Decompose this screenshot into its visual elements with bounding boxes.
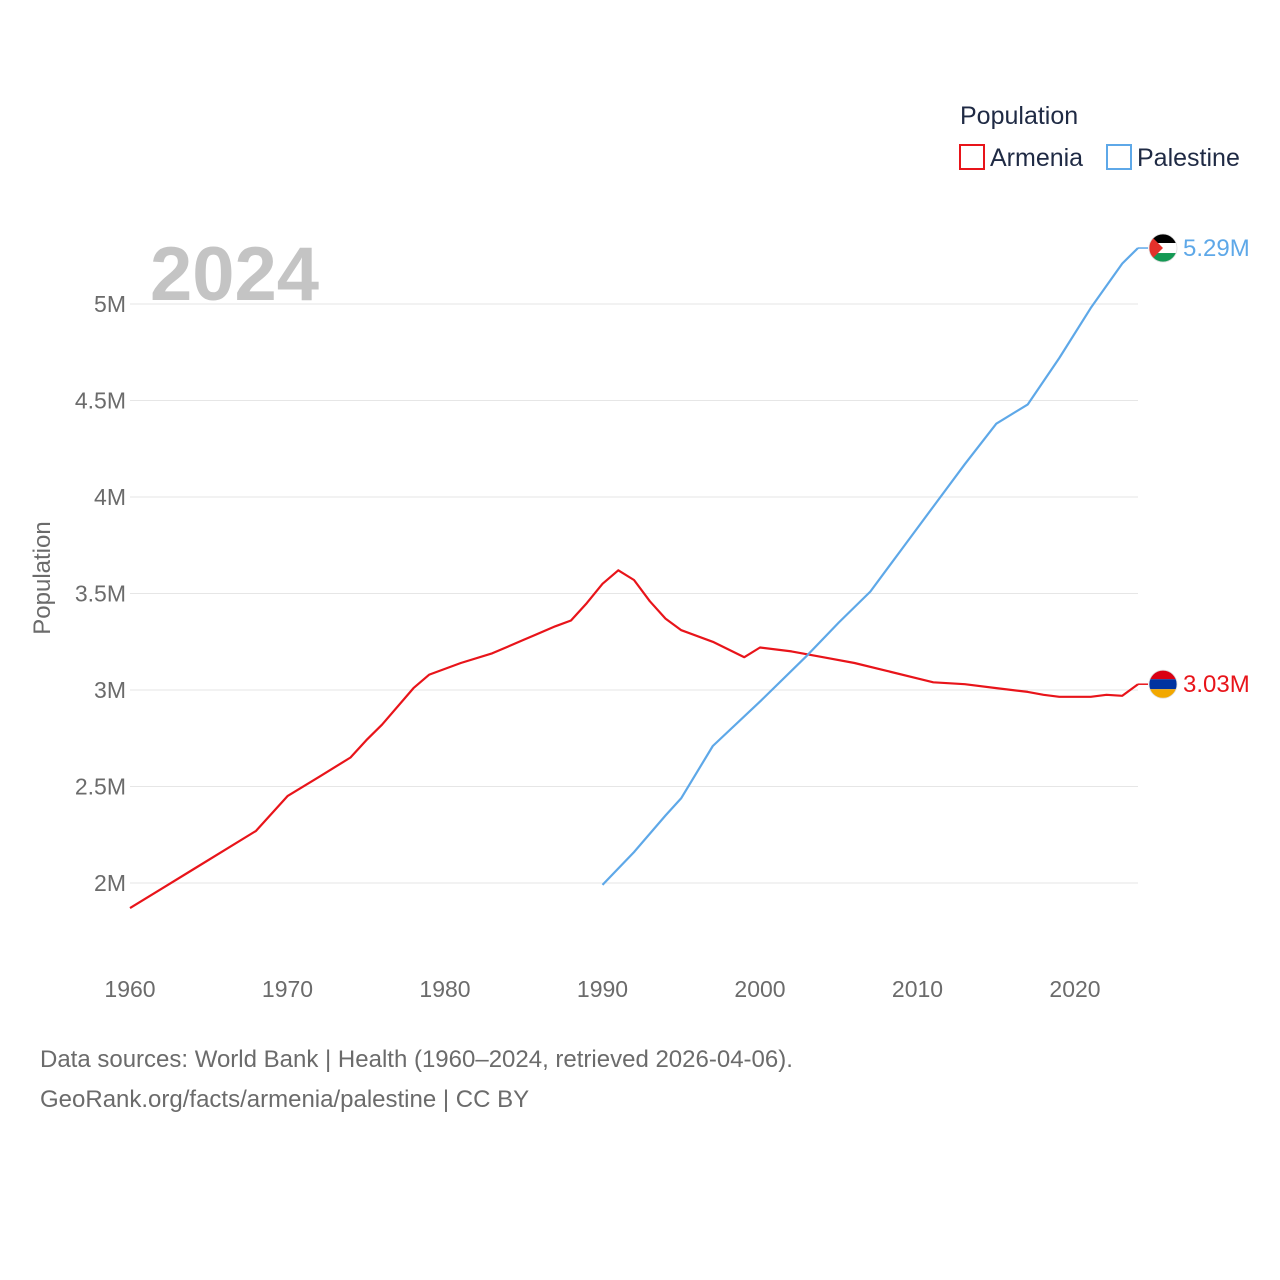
legend-item-palestine[interactable]: Palestine — [1106, 144, 1240, 172]
flag-palestine-icon — [1148, 233, 1178, 263]
legend: Population Armenia Palestine — [959, 102, 1240, 172]
x-tick-label: 2010 — [892, 976, 943, 1002]
legend-swatch-palestine — [1106, 144, 1132, 170]
y-tick-label: 2M — [94, 870, 126, 896]
x-tick-label: 1980 — [419, 976, 470, 1002]
x-tick-label: 1990 — [577, 976, 628, 1002]
y-tick-label: 2.5M — [75, 774, 126, 800]
series-line-palestine[interactable] — [601, 247, 1139, 886]
series-lines — [129, 247, 1139, 910]
legend-label-armenia: Armenia — [990, 144, 1083, 172]
y-tick-label: 3M — [94, 677, 126, 703]
y-tick-label: 4.5M — [75, 388, 126, 414]
end-value-label-armenia: 3.03M — [1183, 671, 1250, 698]
y-axis-title: Population — [29, 521, 56, 634]
population-line-chart: 2M 2.5M 3M 3.5M 4M 4.5M 5M 1960 1970 1980 1990 200… — [29, 102, 1250, 1002]
x-tick-label: 2000 — [734, 976, 785, 1002]
flag-armenia-icon — [1148, 669, 1178, 699]
x-axis-ticks: 1960 1970 1980 1990 2000 2010 2020 — [104, 976, 1100, 1002]
legend-swatch-armenia — [959, 144, 985, 170]
x-tick-label: 2020 — [1049, 976, 1100, 1002]
y-tick-label: 4M — [94, 484, 126, 510]
gridlines — [130, 303, 1138, 884]
y-tick-label: 3.5M — [75, 581, 126, 607]
attribution-link[interactable]: GeoRank.org/facts/armenia/palestine | CC… — [40, 1086, 530, 1113]
y-axis-ticks: 2M 2.5M 3M 3.5M 4M 4.5M 5M — [75, 291, 126, 896]
year-label: 2024 — [150, 232, 319, 317]
x-tick-label: 1970 — [262, 976, 313, 1002]
series-line-armenia[interactable] — [129, 569, 1139, 910]
x-tick-label: 1960 — [104, 976, 155, 1002]
data-source-note: Data sources: World Bank | Health (1960–… — [40, 1046, 793, 1073]
y-tick-label: 5M — [94, 291, 126, 317]
legend-item-armenia[interactable]: Armenia — [959, 144, 1083, 172]
legend-label-palestine: Palestine — [1137, 144, 1240, 172]
legend-title: Population — [960, 102, 1078, 130]
end-value-label-palestine: 5.29M — [1183, 235, 1250, 262]
series-end-markers: 3.03M 5.29M — [1138, 233, 1250, 699]
